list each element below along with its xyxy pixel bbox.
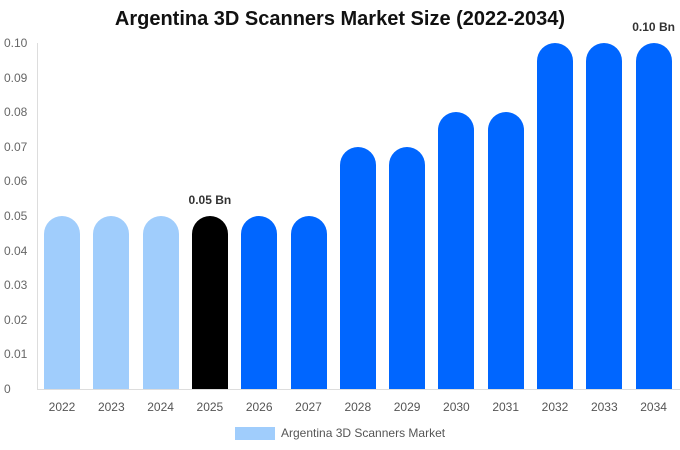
x-tick-label: 2023	[97, 400, 125, 414]
y-tick-label: 0.03	[4, 278, 28, 293]
y-axis-line	[37, 43, 38, 389]
bar-2026[interactable]	[241, 216, 278, 389]
chart-title: Argentina 3D Scanners Market Size (2022-…	[114, 8, 566, 30]
y-tick-label: 0.05	[4, 209, 28, 223]
y-tick-label: 0.09	[4, 70, 28, 85]
x-tick-label: 2024	[147, 400, 174, 414]
bar-2022[interactable]	[44, 216, 80, 389]
legend-swatch	[235, 426, 275, 440]
x-axis-line	[37, 389, 680, 390]
x-tick-label: 2022	[48, 400, 76, 414]
y-tick-label: 0.08	[4, 105, 28, 120]
x-tick-label: 2028	[344, 400, 372, 414]
y-tick-label: 0.10	[4, 36, 28, 50]
x-tick-label: 2030	[443, 400, 470, 414]
legend[interactable]: Argentina 3D Scanners Market	[235, 426, 445, 440]
bar-2034[interactable]	[635, 43, 672, 389]
y-tick-label: 0.07	[4, 139, 28, 154]
legend-label: Argentina 3D Scanners Market	[281, 426, 446, 440]
bar-2033[interactable]	[586, 43, 623, 389]
x-tick-label: 2026	[245, 400, 273, 414]
bar-2031[interactable]	[487, 112, 524, 389]
x-tick-label: 2029	[393, 400, 421, 414]
bar-2032[interactable]	[537, 43, 573, 389]
x-tick-label: 2034	[640, 400, 667, 414]
bar-2030[interactable]	[438, 112, 475, 389]
y-tick-label: 0.04	[4, 243, 28, 258]
y-tick-label: 0	[4, 382, 11, 396]
bar-2024[interactable]	[142, 216, 179, 389]
bar-2025[interactable]	[191, 216, 228, 389]
bar-2023[interactable]	[93, 216, 130, 389]
x-tick-label: 2025	[196, 400, 224, 414]
data-label: 0.10 Bn	[632, 20, 675, 34]
x-tick-label: 2032	[541, 400, 569, 414]
y-tick-label: 0.02	[4, 312, 28, 327]
x-tick-label: 2031	[492, 400, 520, 414]
x-tick-label: 2027	[295, 400, 322, 414]
x-tick-label: 2033	[590, 400, 618, 414]
bar-2029[interactable]	[389, 146, 426, 389]
y-tick-label: 0.06	[4, 174, 28, 189]
y-tick-label: 0.01	[4, 347, 28, 362]
bar-2027[interactable]	[290, 216, 327, 389]
bar-2028[interactable]	[339, 146, 376, 389]
data-label: 0.05 Bn	[188, 193, 232, 207]
